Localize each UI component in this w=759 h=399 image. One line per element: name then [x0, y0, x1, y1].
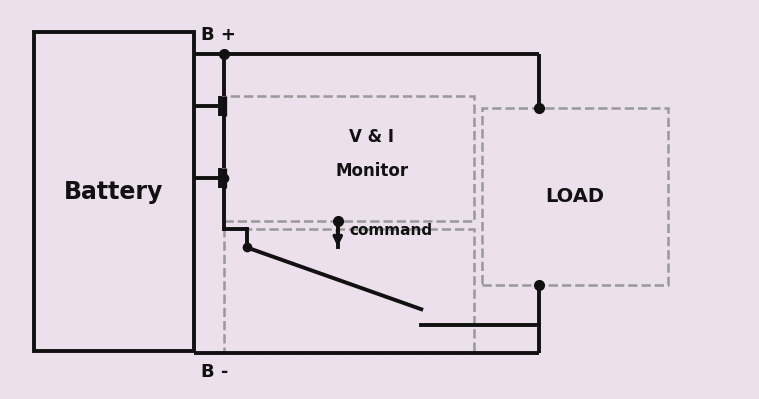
Text: V & I: V & I	[349, 128, 395, 146]
Bar	[224, 96, 474, 221]
Bar	[224, 229, 474, 353]
Bar	[34, 32, 194, 351]
Text: Battery: Battery	[65, 180, 163, 203]
Text: B -: B -	[201, 363, 228, 381]
Text: command: command	[349, 223, 433, 238]
Text: LOAD: LOAD	[546, 187, 604, 206]
Text: Monitor: Monitor	[335, 162, 408, 180]
Text: B +: B +	[201, 26, 236, 44]
Bar	[482, 108, 668, 285]
